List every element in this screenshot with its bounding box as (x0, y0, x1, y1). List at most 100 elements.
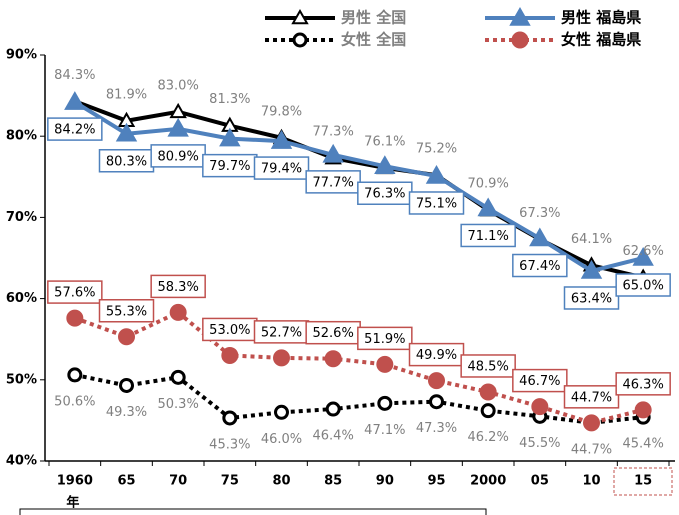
data-label: 84.2% (54, 123, 95, 138)
y-tick-label: 70% (6, 210, 37, 225)
legend-item: 女性 全国 (265, 31, 406, 49)
data-label: 75.2% (416, 142, 457, 157)
series-line (74, 310, 644, 425)
x-tick-label: 90 (376, 474, 394, 489)
data-label: 71.1% (468, 229, 509, 244)
marker (118, 328, 135, 346)
x-tick-label: 80 (272, 474, 290, 489)
label-box (512, 368, 568, 393)
marker (583, 414, 600, 432)
data-label: 79.4% (261, 162, 302, 177)
legend-label: 男性 全国 (341, 9, 406, 27)
marker (480, 403, 496, 419)
legend-marker (291, 8, 309, 25)
y-tick-label: 90% (6, 48, 37, 63)
data-label: 45.3% (209, 437, 250, 452)
marker (531, 398, 549, 416)
marker (477, 197, 499, 217)
legend-label: 女性 全国 (341, 31, 406, 49)
x-tick-label: 10 (582, 474, 600, 489)
marker (377, 395, 393, 411)
legend-item: 男性 全国 (265, 9, 406, 27)
label-box (408, 191, 465, 215)
label-box (615, 372, 671, 396)
marker (428, 372, 445, 390)
data-label: 46.4% (313, 429, 354, 444)
data-label: 52.6% (313, 326, 354, 341)
marker (270, 130, 293, 149)
data-label: 75.1% (416, 196, 457, 211)
legend-label: 女性 福島県 (561, 31, 641, 49)
label-box (47, 117, 103, 141)
marker (115, 122, 138, 142)
data-label: 45.5% (519, 436, 560, 451)
data-label: 79.8% (261, 104, 302, 119)
data-label: 47.1% (364, 423, 405, 438)
marker (169, 102, 187, 119)
data-label: 63.4% (571, 291, 612, 306)
data-label: 46.0% (261, 432, 302, 447)
marker (222, 410, 238, 426)
marker (325, 401, 341, 417)
data-label: 48.5% (468, 359, 509, 374)
marker (119, 377, 134, 393)
data-label: 52.7% (261, 325, 302, 340)
legend-item: 男性 福島県 (485, 6, 641, 27)
data-label: 67.4% (519, 259, 560, 274)
marker (429, 394, 444, 410)
data-label: 57.6% (54, 286, 95, 301)
label-box (512, 253, 568, 278)
x-tick-label: 85 (324, 474, 342, 489)
marker (322, 143, 344, 163)
data-label: 50.6% (54, 394, 95, 409)
legend-label: 男性 福島県 (561, 9, 641, 27)
data-label: 81.9% (106, 87, 147, 102)
data-label: 80.3% (106, 154, 147, 169)
data-label: 83.0% (158, 78, 199, 93)
x-tick-label: 75 (221, 474, 239, 489)
y-tick-label: 80% (6, 129, 37, 144)
x-tick-label: 65 (117, 474, 135, 489)
data-label: 51.9% (364, 332, 405, 347)
marker (219, 127, 241, 147)
x-tick-label: 2000 (470, 474, 506, 489)
data-label: 70.9% (468, 177, 509, 192)
x-tick-label: 70 (169, 474, 187, 489)
data-label: 77.7% (313, 175, 354, 190)
marker (167, 117, 189, 137)
marker (479, 383, 497, 401)
data-label: 76.3% (364, 187, 405, 202)
marker (425, 164, 448, 184)
data-label: 49.9% (416, 348, 457, 363)
x-tick-label: 05 (531, 474, 549, 489)
marker (634, 401, 652, 419)
data-label: 58.3% (158, 280, 199, 295)
data-label: 46.7% (519, 374, 560, 389)
label-box (615, 273, 671, 297)
data-label: 45.4% (623, 437, 664, 452)
marker (374, 155, 396, 174)
y-tick-label: 40% (6, 454, 37, 469)
legend-marker (509, 6, 531, 26)
legend-marker (511, 31, 529, 49)
legend-marker (292, 32, 308, 48)
marker (580, 259, 603, 279)
x-tick-label: 95 (427, 474, 445, 489)
series-line (74, 372, 644, 425)
y-tick-label: 60% (6, 291, 37, 306)
label-box (150, 274, 206, 299)
label-box (253, 156, 310, 180)
marker (632, 246, 654, 266)
label-box (460, 223, 516, 248)
marker (64, 91, 86, 110)
data-label: 81.3% (209, 92, 250, 107)
marker (273, 349, 290, 367)
data-label: 77.3% (313, 125, 354, 140)
marker (66, 309, 84, 327)
label-box (563, 286, 620, 310)
note-box (19, 508, 487, 515)
data-label: 80.9% (158, 149, 199, 164)
data-label: 55.3% (106, 304, 147, 319)
legend-item: 女性 福島県 (485, 31, 641, 49)
